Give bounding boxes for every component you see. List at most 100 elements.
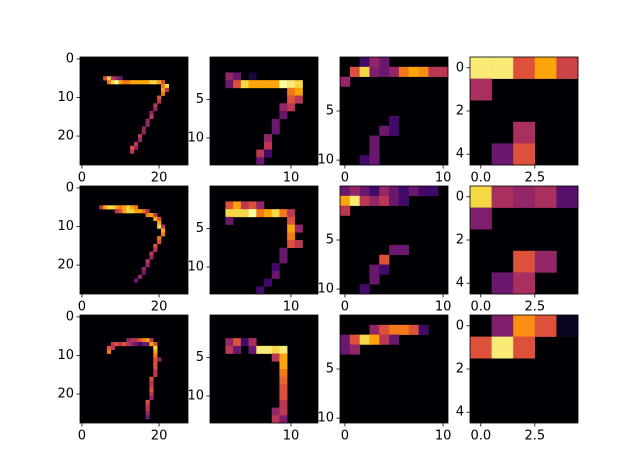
pixel bbox=[161, 232, 166, 237]
x-tick-label: 0.0 bbox=[470, 171, 491, 186]
pixel bbox=[491, 143, 514, 166]
x-tick-label: 20 bbox=[151, 429, 168, 444]
y-tick-label: 4 bbox=[456, 147, 464, 162]
y-tick-label: 5 bbox=[196, 221, 204, 236]
pixel bbox=[118, 80, 123, 85]
pixel bbox=[145, 411, 150, 416]
pixel bbox=[349, 344, 360, 355]
pixel bbox=[130, 338, 135, 343]
pixel bbox=[359, 155, 370, 166]
pixel bbox=[279, 111, 288, 120]
pixel bbox=[107, 76, 112, 81]
pixel bbox=[271, 209, 280, 218]
pixel bbox=[126, 80, 131, 85]
pixel bbox=[134, 209, 139, 214]
y-tick-label: 0 bbox=[66, 51, 74, 66]
pixel bbox=[389, 115, 400, 127]
pixel bbox=[379, 66, 390, 77]
pixel bbox=[428, 66, 439, 77]
pixel bbox=[271, 263, 280, 272]
pixel bbox=[233, 338, 242, 347]
pixel bbox=[271, 345, 280, 354]
pixel bbox=[513, 143, 536, 166]
pixel bbox=[248, 338, 257, 347]
pixel bbox=[438, 66, 449, 77]
pixel bbox=[279, 103, 288, 112]
pixel bbox=[470, 186, 492, 208]
pixel bbox=[279, 399, 288, 408]
pixel bbox=[379, 125, 390, 136]
y-tick-label: 0 bbox=[66, 180, 74, 195]
pixel bbox=[264, 134, 273, 143]
pixel bbox=[271, 415, 280, 424]
pixel bbox=[534, 315, 557, 337]
axes-frame bbox=[79, 56, 189, 166]
x-tick-label: 2.5 bbox=[524, 429, 545, 444]
pixel bbox=[389, 186, 400, 197]
pixel bbox=[157, 216, 162, 222]
pixel bbox=[389, 244, 400, 256]
pixel bbox=[240, 338, 249, 347]
pixel bbox=[294, 95, 303, 104]
pixel bbox=[240, 201, 249, 210]
pixel bbox=[145, 213, 150, 218]
pixel bbox=[491, 315, 514, 337]
axes-frame bbox=[79, 185, 189, 295]
pixel bbox=[240, 209, 249, 218]
pixel bbox=[149, 376, 154, 381]
y-tick-label: 0 bbox=[456, 60, 464, 75]
pixel bbox=[153, 216, 158, 222]
pixel bbox=[141, 209, 146, 214]
pixel bbox=[149, 251, 154, 256]
pixel bbox=[256, 80, 265, 89]
pixel bbox=[349, 195, 360, 206]
pixel bbox=[534, 186, 557, 208]
pixel bbox=[398, 186, 410, 197]
pixel bbox=[264, 80, 273, 89]
y-tick-label: 5 bbox=[196, 92, 204, 107]
pixel bbox=[279, 353, 288, 362]
pixel bbox=[279, 345, 288, 354]
pixel bbox=[279, 392, 288, 401]
pixel bbox=[256, 201, 265, 210]
pixel bbox=[225, 338, 234, 347]
pixel bbox=[389, 334, 400, 345]
pixel bbox=[153, 349, 158, 354]
y-tick-label: 10 bbox=[57, 219, 74, 234]
y-tick-label: 2 bbox=[456, 104, 464, 119]
pixel bbox=[287, 232, 296, 241]
pixel bbox=[379, 334, 390, 345]
pixel bbox=[145, 80, 150, 85]
pixel bbox=[408, 66, 419, 77]
pixel bbox=[379, 186, 390, 197]
y-tick-label: 10 bbox=[187, 131, 204, 146]
pixel bbox=[134, 141, 139, 147]
pixel bbox=[279, 376, 288, 385]
pixel bbox=[126, 209, 131, 214]
pixel bbox=[279, 361, 288, 370]
pixel bbox=[379, 195, 390, 206]
pixel bbox=[359, 186, 370, 197]
x-tick-label: 0 bbox=[78, 429, 86, 444]
pixel bbox=[470, 336, 492, 359]
pixel bbox=[107, 205, 112, 210]
pixel bbox=[534, 57, 557, 79]
pixel bbox=[149, 384, 154, 389]
pixel bbox=[157, 224, 162, 229]
pixel bbox=[287, 224, 296, 233]
pixel bbox=[256, 345, 265, 354]
pixel bbox=[153, 213, 158, 218]
pixel bbox=[103, 205, 108, 210]
pixel bbox=[161, 80, 166, 85]
pixel bbox=[157, 236, 162, 241]
pixel bbox=[118, 205, 123, 210]
pixel bbox=[110, 76, 116, 81]
pixel bbox=[359, 195, 370, 206]
pixel bbox=[534, 250, 557, 273]
pixel bbox=[233, 72, 242, 81]
pixel bbox=[294, 224, 303, 233]
pixel bbox=[149, 396, 154, 401]
pixel bbox=[294, 87, 303, 96]
